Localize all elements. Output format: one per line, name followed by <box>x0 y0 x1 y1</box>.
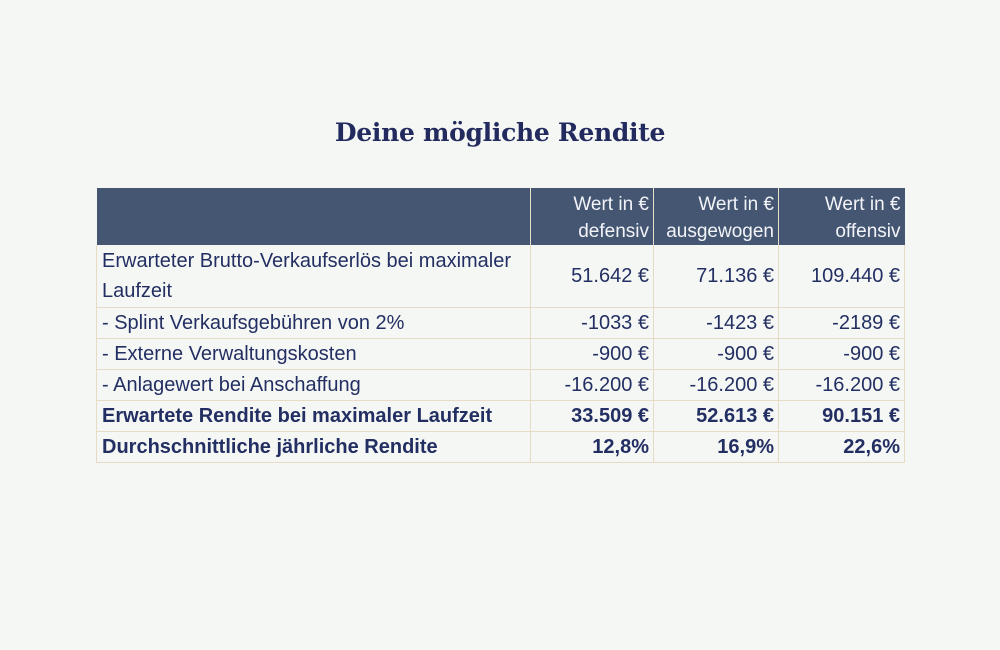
value-offensiv: -2189 € <box>778 306 905 339</box>
value-ausgewogen: 52.613 € <box>653 399 779 432</box>
table-row-total: Erwartete Rendite bei maximaler Laufzeit… <box>96 399 905 432</box>
value-offensiv: 90.151 € <box>778 399 905 432</box>
table-row: Erwarteter Brutto-Verkaufserlös bei maxi… <box>96 245 905 308</box>
value-ausgewogen: -1423 € <box>653 306 779 339</box>
value-defensiv: 33.509 € <box>530 399 654 432</box>
table-row: - Externe Verwaltungskosten -900 € -900 … <box>96 337 905 370</box>
value-ausgewogen: 71.136 € <box>653 245 779 308</box>
value-ausgewogen: 16,9% <box>653 430 779 463</box>
row-label: - Splint Verkaufsgebühren von 2% <box>96 306 531 339</box>
table-row-average: Durchschnittliche jährliche Rendite 12,8… <box>96 430 905 463</box>
value-defensiv: 12,8% <box>530 430 654 463</box>
table-row: - Splint Verkaufsgebühren von 2% -1033 €… <box>96 306 905 339</box>
returns-table: Wert in € defensiv Wert in € ausgewogen … <box>96 188 905 463</box>
header-offensiv-line2: offensiv <box>835 221 901 242</box>
header-ausgewogen-line1: Wert in € <box>698 194 774 215</box>
value-offensiv: 109.440 € <box>778 245 905 308</box>
value-defensiv: -1033 € <box>530 306 654 339</box>
page-title: Deine mögliche Rendite <box>334 118 666 147</box>
row-label: - Externe Verwaltungskosten <box>96 337 531 370</box>
value-offensiv: 22,6% <box>778 430 905 463</box>
row-label: Erwarteter Brutto-Verkaufserlös bei maxi… <box>96 245 531 308</box>
row-label: - Anlagewert bei Anschaffung <box>96 368 531 401</box>
header-label-cell <box>96 188 531 245</box>
header-defensiv-line1: Wert in € <box>573 194 649 215</box>
row-label: Durchschnittliche jährliche Rendite <box>96 430 531 463</box>
header-ausgewogen-line2: ausgewogen <box>666 221 774 242</box>
header-offensiv-line1: Wert in € <box>824 194 901 215</box>
value-defensiv: -900 € <box>530 337 654 370</box>
header-offensiv: Wert in € offensiv <box>778 188 905 245</box>
value-ausgewogen: -900 € <box>653 337 779 370</box>
header-ausgewogen: Wert in € ausgewogen <box>653 188 779 245</box>
value-ausgewogen: -16.200 € <box>653 368 779 401</box>
value-offensiv: -16.200 € <box>778 368 905 401</box>
table-row: - Anlagewert bei Anschaffung -16.200 € -… <box>96 368 905 401</box>
table-header-row: Wert in € defensiv Wert in € ausgewogen … <box>96 188 905 245</box>
row-label: Erwartete Rendite bei maximaler Laufzeit <box>96 399 531 432</box>
value-defensiv: 51.642 € <box>530 245 654 308</box>
value-defensiv: -16.200 € <box>530 368 654 401</box>
header-defensiv: Wert in € defensiv <box>530 188 654 245</box>
value-offensiv: -900 € <box>778 337 905 370</box>
header-defensiv-line2: defensiv <box>578 221 649 242</box>
